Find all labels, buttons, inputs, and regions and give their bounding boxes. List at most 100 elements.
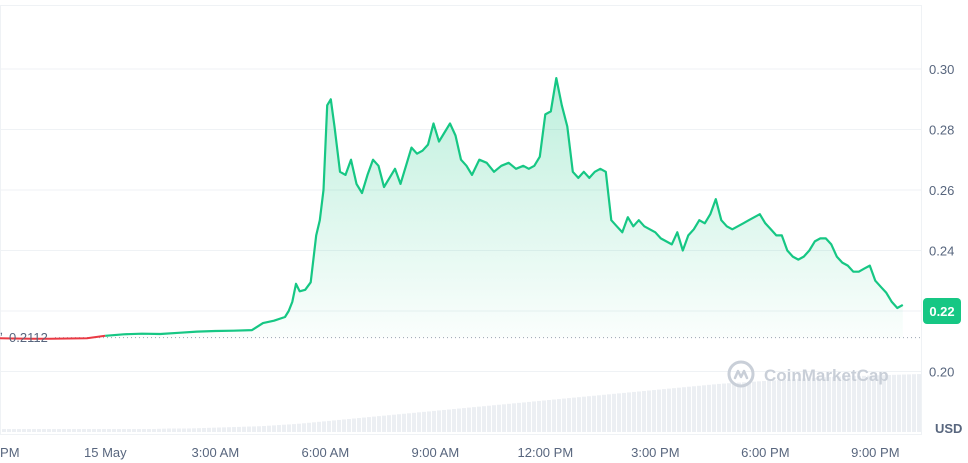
x-tick-label: 6:00 PM bbox=[741, 445, 789, 460]
volume-bar bbox=[532, 401, 536, 432]
volume-bar bbox=[22, 429, 26, 432]
volume-bar bbox=[102, 429, 106, 432]
volume-bar bbox=[602, 394, 606, 432]
volume-bar bbox=[822, 377, 826, 432]
volume-bar bbox=[767, 380, 771, 432]
x-tick-label: 12:00 PM bbox=[518, 445, 574, 460]
volume-bar bbox=[837, 376, 841, 432]
y-tick-label: 0.28 bbox=[929, 123, 954, 138]
volume-bar bbox=[772, 380, 776, 432]
volume-bar bbox=[687, 386, 691, 432]
volume-bar bbox=[192, 428, 196, 432]
volume-bar bbox=[467, 407, 471, 432]
volume-bar bbox=[77, 429, 81, 432]
volume-bar bbox=[327, 420, 331, 432]
volume-bar bbox=[392, 414, 396, 432]
volume-bar bbox=[227, 427, 231, 432]
volume-bar bbox=[362, 417, 366, 432]
price-line bbox=[105, 77, 904, 337]
volume-bar bbox=[477, 406, 481, 432]
volume-bar bbox=[212, 427, 216, 432]
volume-bar bbox=[912, 374, 916, 432]
volume-bar bbox=[692, 386, 696, 432]
current-price-badge-bg bbox=[923, 298, 961, 324]
volume-bar bbox=[87, 429, 91, 432]
volume-bar bbox=[2, 429, 6, 432]
volume-bar bbox=[787, 379, 791, 432]
volume-bar bbox=[662, 389, 666, 432]
volume-bar bbox=[612, 393, 616, 432]
volume-bar bbox=[52, 429, 56, 432]
volume-bar bbox=[637, 391, 641, 432]
volume-bar bbox=[642, 391, 646, 432]
volume-bar bbox=[152, 428, 156, 432]
volume-bar bbox=[812, 377, 816, 432]
volume-bar bbox=[97, 429, 101, 432]
volume-bar bbox=[197, 428, 201, 432]
volume-bar bbox=[852, 376, 856, 432]
volume-bar bbox=[537, 400, 541, 432]
volume-bar bbox=[382, 415, 386, 432]
volume-bar bbox=[487, 405, 491, 432]
volume-bar bbox=[712, 384, 716, 432]
volume-bar bbox=[727, 383, 731, 432]
volume-bar bbox=[187, 428, 191, 432]
volume-bar bbox=[242, 426, 246, 432]
volume-bar bbox=[482, 406, 486, 432]
volume-bar bbox=[747, 381, 751, 432]
volume-bar bbox=[162, 428, 166, 432]
x-tick-label: 15 May bbox=[84, 445, 127, 460]
volume-bar bbox=[512, 403, 516, 432]
volume-bar bbox=[742, 382, 746, 432]
x-tick-label: 6:00 AM bbox=[301, 445, 349, 460]
volume-bar bbox=[387, 415, 391, 432]
volume-bar bbox=[352, 418, 356, 432]
volume-bar bbox=[92, 429, 96, 432]
volume-bar bbox=[217, 427, 221, 432]
volume-bar bbox=[587, 396, 591, 432]
y-tick-label: 0.26 bbox=[929, 183, 954, 198]
volume-bar bbox=[302, 423, 306, 432]
x-tick-label: 3:00 PM bbox=[631, 445, 679, 460]
volume-bar bbox=[567, 398, 571, 432]
volume-bar bbox=[17, 429, 21, 432]
volume-bar bbox=[857, 375, 861, 432]
current-price-badge[interactable]: 0.22 bbox=[923, 298, 961, 324]
volume-bar bbox=[607, 394, 611, 432]
volume-bar bbox=[577, 397, 581, 432]
volume-bar bbox=[222, 427, 226, 432]
volume-bar bbox=[897, 374, 901, 432]
volume-bar bbox=[732, 382, 736, 432]
volume-bar bbox=[287, 424, 291, 432]
volume-bar bbox=[12, 429, 16, 432]
volume-bar bbox=[622, 392, 626, 432]
volume-bar bbox=[917, 374, 921, 432]
volume-bar bbox=[27, 429, 31, 432]
volume-bar bbox=[672, 388, 676, 432]
volume-bar bbox=[262, 425, 266, 432]
y-tick-label: 0.30 bbox=[929, 62, 954, 77]
volume-bar bbox=[142, 429, 146, 432]
volume-bar bbox=[372, 416, 376, 432]
volume-bar bbox=[317, 421, 321, 432]
volume-bar bbox=[442, 409, 446, 432]
volume-bar bbox=[322, 421, 326, 432]
volume-bar bbox=[277, 425, 281, 432]
volume-bar bbox=[437, 410, 441, 432]
volume-bar bbox=[757, 381, 761, 432]
volume-bar bbox=[237, 426, 241, 432]
price-line-below-open bbox=[0, 334, 106, 340]
x-axis: 9:00 PM 15 May 3:00 AM 6:00 AM 9:00 AM 12:00 … bbox=[0, 445, 900, 460]
volume-bar bbox=[807, 378, 811, 432]
x-tick-label: 9:00 PM bbox=[0, 445, 20, 460]
volume-bar bbox=[297, 423, 301, 432]
volume-bar bbox=[137, 429, 141, 432]
volume-bar bbox=[417, 412, 421, 432]
open-price-value: 0.2112 bbox=[9, 330, 48, 345]
volume-bar bbox=[697, 385, 701, 432]
volume-bar bbox=[777, 380, 781, 432]
volume-bar bbox=[507, 403, 511, 432]
volume-bar bbox=[527, 401, 531, 432]
volume-bar bbox=[752, 381, 756, 432]
